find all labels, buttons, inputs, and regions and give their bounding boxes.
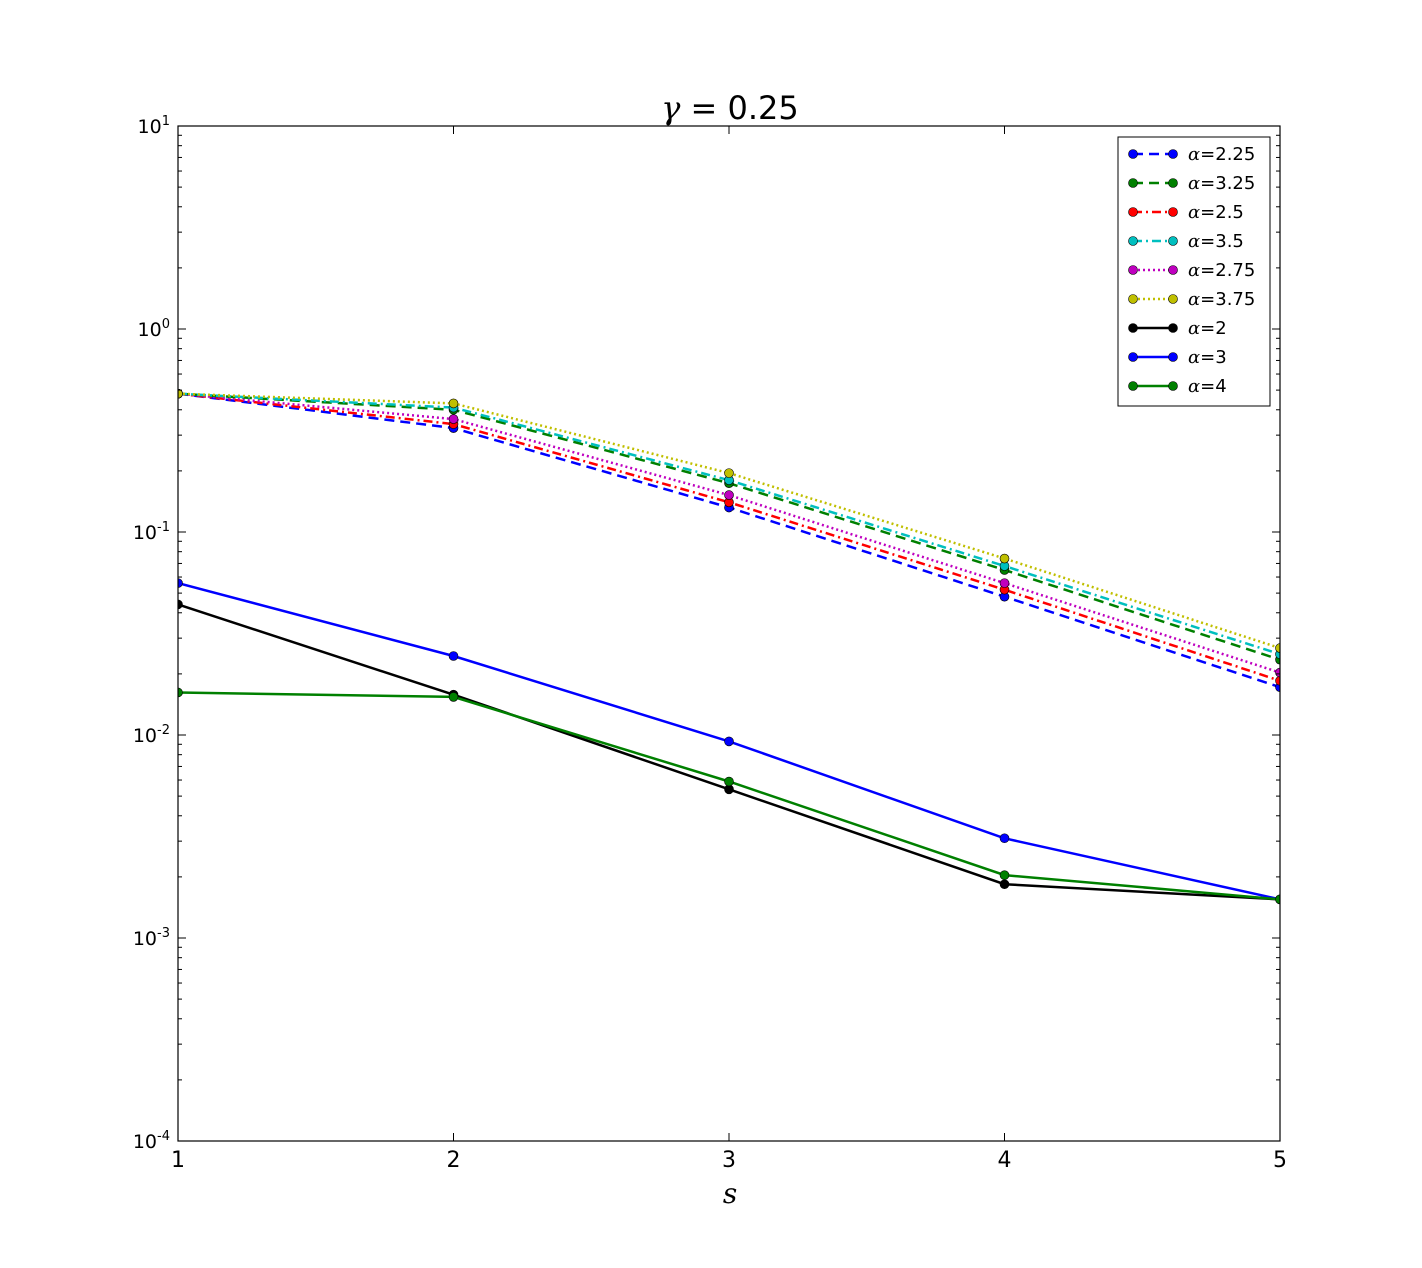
y-tick-label-3: 10-1 xyxy=(133,520,170,544)
legend: α=2.25 α=3.25 α=2.5 α=3.5 α=2.75 α=3.75 α=2 α=3… xyxy=(1117,136,1271,407)
data-point-series-4-3 xyxy=(999,578,1010,588)
y-tick-label-2: 10-2 xyxy=(133,723,170,747)
legend-marker-start-6 xyxy=(1128,323,1138,333)
data-point-series-5-0 xyxy=(178,388,183,399)
series-layer xyxy=(178,388,1280,905)
series-line-8 xyxy=(178,691,1280,901)
x-tick-label-4: 5 xyxy=(1273,1148,1287,1173)
series-line-3 xyxy=(178,392,1280,656)
legend-marker-start-0 xyxy=(1128,149,1138,159)
legend-label-4: α=2.75 xyxy=(1188,260,1255,281)
data-point-series-4-2 xyxy=(724,490,734,500)
series-line-2 xyxy=(178,392,1280,682)
legend-label-8: α=4 xyxy=(1188,376,1227,397)
legend-marker-end-8 xyxy=(1168,381,1178,391)
legend-box xyxy=(1117,136,1271,407)
x-axis-label: s xyxy=(723,1177,737,1210)
data-point-series-5-4 xyxy=(1275,643,1280,653)
legend-marker-start-7 xyxy=(1128,352,1138,362)
series-line-6 xyxy=(178,603,1280,901)
data-point-series-5-3 xyxy=(999,553,1010,564)
series-line-1 xyxy=(178,392,1280,661)
legend-marker-end-4 xyxy=(1168,265,1178,275)
legend-marker-end-1 xyxy=(1168,178,1178,188)
data-point-series-4-4 xyxy=(1275,667,1280,678)
x-tick-label-1: 2 xyxy=(447,1148,461,1173)
y-tick-label-4: 100 xyxy=(138,317,170,341)
data-point-series-6-0 xyxy=(178,599,183,610)
legend-label-6: α=2 xyxy=(1188,318,1227,339)
data-point-series-8-0 xyxy=(178,687,183,698)
plot-frame xyxy=(177,125,1281,1142)
legend-marker-start-8 xyxy=(1128,381,1138,391)
legend-marker-end-2 xyxy=(1168,207,1178,217)
data-point-series-8-4 xyxy=(1275,894,1280,905)
data-point-series-7-1 xyxy=(448,651,459,661)
legend-marker-end-0 xyxy=(1168,149,1178,159)
data-point-series-7-2 xyxy=(724,736,734,747)
legend-marker-start-4 xyxy=(1128,265,1138,275)
plot-area: 1 2 3 4 510-410-310-210-1100101α=2.25α=3.25α… xyxy=(133,114,1287,1173)
data-point-series-8-3 xyxy=(999,870,1010,880)
x-tick-label-3: 4 xyxy=(998,1148,1012,1173)
legend-label-5: α=3.75 xyxy=(1188,289,1255,310)
data-point-series-7-0 xyxy=(178,578,183,588)
series-line-4 xyxy=(178,392,1280,674)
legend-label-2: α=2.5 xyxy=(1188,202,1244,223)
legend-marker-end-3 xyxy=(1168,236,1178,246)
legend-label-0: α=2.25 xyxy=(1188,144,1255,165)
legend-label-7: α=3 xyxy=(1188,347,1227,368)
data-point-series-5-1 xyxy=(448,398,459,409)
data-point-series-7-3 xyxy=(999,833,1010,844)
data-point-series-6-3 xyxy=(999,879,1010,890)
series-line-0 xyxy=(178,392,1280,689)
data-point-series-8-2 xyxy=(724,776,734,787)
data-point-series-4-1 xyxy=(448,414,459,424)
y-tick-label-0: 10-4 xyxy=(133,1129,170,1153)
legend-label-3: α=3.5 xyxy=(1188,231,1244,252)
legend-marker-start-3 xyxy=(1128,236,1138,246)
data-point-series-5-2 xyxy=(724,468,734,478)
legend-marker-end-7 xyxy=(1168,352,1178,362)
x-tick-label-0: 1 xyxy=(171,1148,185,1173)
y-tick-label-1: 10-3 xyxy=(133,926,170,950)
legend-marker-start-5 xyxy=(1128,294,1138,304)
legend-label-1: α=3.25 xyxy=(1188,173,1255,194)
data-point-series-2-4 xyxy=(1275,675,1280,686)
data-point-series-8-1 xyxy=(448,692,459,702)
legend-marker-start-1 xyxy=(1128,178,1138,188)
series-line-5 xyxy=(178,392,1280,650)
y-tick-label-5: 101 xyxy=(138,114,170,138)
legend-marker-start-2 xyxy=(1128,207,1138,217)
legend-marker-end-5 xyxy=(1168,294,1178,304)
x-tick-label-2: 3 xyxy=(722,1148,736,1173)
legend-marker-end-6 xyxy=(1168,323,1178,333)
chart-title: γ = 0.25 xyxy=(661,89,799,127)
